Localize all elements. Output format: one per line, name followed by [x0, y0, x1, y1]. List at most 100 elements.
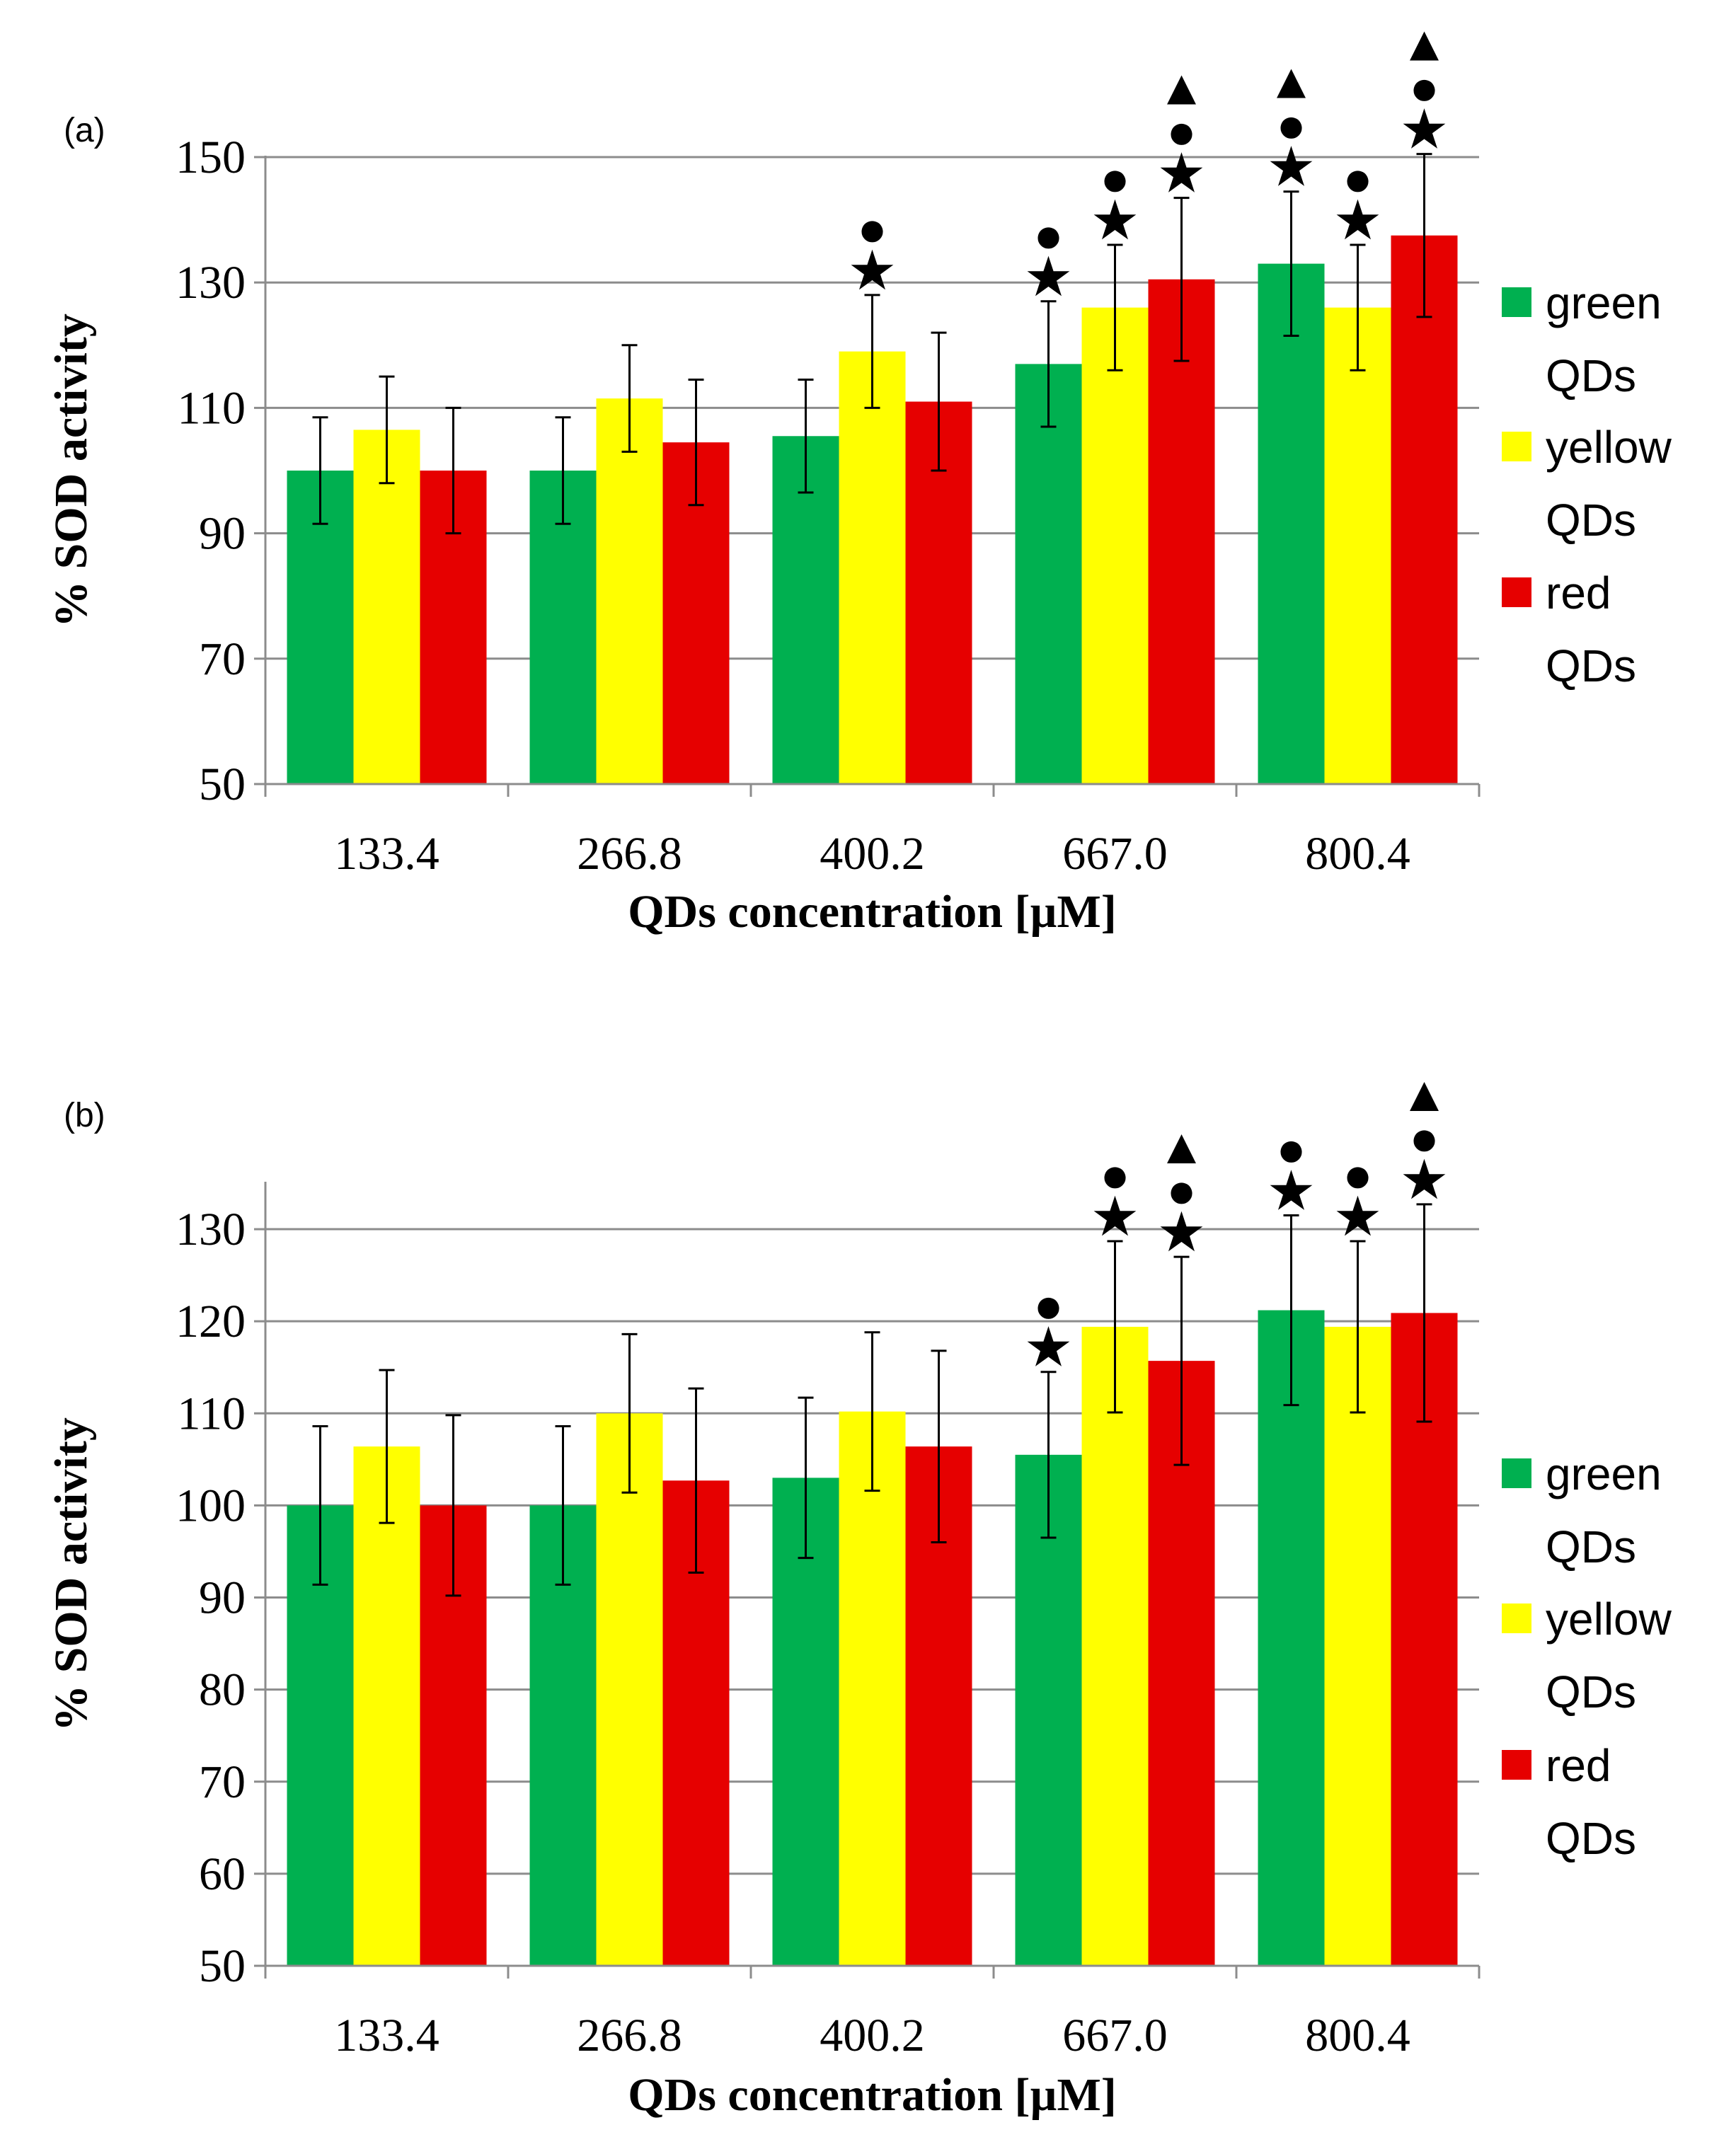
- star-icon: ★: [1400, 98, 1449, 161]
- star-icon: ★: [1157, 1201, 1207, 1263]
- circle-icon: ●: [1166, 1163, 1196, 1218]
- star-icon: ★: [1333, 189, 1383, 251]
- y-tick-label: 70: [199, 633, 246, 685]
- triangle-icon: ▲: [1400, 1066, 1449, 1122]
- y-tick-label: 110: [177, 382, 246, 434]
- legend-swatch-yellow: [1502, 1603, 1531, 1633]
- legend: green QDs yellow QDs red QDs: [1502, 1449, 1672, 1864]
- bar-green: [772, 1478, 839, 1966]
- y-tick-label: 90: [199, 508, 246, 560]
- star-icon: ★: [1091, 1185, 1140, 1248]
- legend-label: QDs: [1546, 1666, 1636, 1717]
- x-axis-title: QDs concentration [µM]: [628, 2069, 1117, 2121]
- triangle-icon: ▲: [1157, 60, 1206, 115]
- circle-icon: ●: [1276, 1122, 1306, 1177]
- legend-label: QDs: [1546, 1813, 1636, 1864]
- bar-red: [1148, 279, 1215, 784]
- x-tick-label: 800.4: [1305, 2010, 1410, 2061]
- bar-yellow: [1081, 307, 1149, 784]
- star-icon: ★: [1091, 189, 1140, 251]
- y-tick-label: 90: [199, 1572, 246, 1624]
- circle-icon: ●: [1409, 1110, 1439, 1165]
- x-tick-label: 133.4: [334, 2010, 439, 2061]
- y-tick-label: 110: [177, 1388, 246, 1439]
- legend-label: QDs: [1546, 495, 1636, 546]
- x-tick-label: 800.4: [1305, 828, 1410, 880]
- panel-label: (a): [64, 112, 105, 149]
- bar-green: [1015, 1454, 1082, 1966]
- circle-icon: ●: [1276, 98, 1306, 153]
- star-icon: ★: [1024, 246, 1074, 308]
- y-tick-label: 70: [199, 1756, 246, 1808]
- y-tick-label: 100: [176, 1480, 246, 1531]
- bar-yellow: [839, 1411, 906, 1966]
- bar-green: [1015, 364, 1082, 784]
- legend-label: green: [1546, 1449, 1662, 1499]
- bar-green: [772, 436, 839, 784]
- bar-yellow: [1324, 307, 1391, 784]
- bar-yellow: [353, 430, 420, 784]
- circle-icon: ●: [1166, 104, 1196, 159]
- triangle-icon: ▲: [1400, 16, 1449, 71]
- x-tick-label: 133.4: [334, 828, 439, 880]
- x-tick-label: 266.8: [577, 828, 682, 880]
- legend-swatch-red: [1502, 1750, 1531, 1780]
- y-tick-label: 130: [176, 257, 246, 309]
- y-axis-title: % SOD activity: [45, 1417, 97, 1732]
- legend-label: red: [1546, 1740, 1611, 1791]
- circle-icon: ●: [1409, 60, 1439, 115]
- bar-yellow: [1081, 1326, 1149, 1966]
- bar-red: [1391, 235, 1458, 784]
- bar-green: [1258, 1310, 1325, 1966]
- bar-yellow: [596, 1413, 663, 1966]
- circle-icon: ●: [1100, 151, 1129, 206]
- y-tick-label: 150: [176, 132, 246, 183]
- bar-yellow: [596, 398, 663, 784]
- x-tick-label: 400.2: [820, 2010, 925, 2061]
- y-tick-label: 130: [176, 1204, 246, 1255]
- x-tick-label: 667.0: [1062, 828, 1168, 880]
- bar-green: [1258, 263, 1325, 784]
- star-icon: ★: [1400, 1148, 1449, 1211]
- legend-swatch-green: [1502, 287, 1531, 317]
- circle-icon: ●: [1343, 1147, 1372, 1202]
- bar-yellow: [353, 1446, 420, 1966]
- star-icon: ★: [1157, 142, 1207, 205]
- star-icon: ★: [1333, 1185, 1383, 1248]
- legend: green QDs yellow QDs red QDs: [1502, 277, 1672, 691]
- y-tick-label: 50: [199, 1940, 246, 1992]
- y-tick-label: 120: [176, 1296, 246, 1347]
- chart-panel-b: (b) 50 60 70 80 90 100 110 120 130 133.4 266.8 400.2…: [45, 1066, 1672, 2121]
- legend-label: QDs: [1546, 1521, 1636, 1572]
- legend-label: red: [1546, 568, 1611, 618]
- star-icon: ★: [848, 239, 897, 301]
- y-axis-title: % SOD activity: [45, 313, 97, 628]
- triangle-icon: ▲: [1157, 1119, 1206, 1174]
- legend-label: green: [1546, 277, 1662, 328]
- circle-icon: ●: [1033, 207, 1063, 263]
- circle-icon: ●: [1033, 1278, 1063, 1333]
- circle-icon: ●: [1100, 1147, 1129, 1202]
- legend-label: yellow: [1546, 1594, 1672, 1645]
- legend-label: yellow: [1546, 422, 1672, 473]
- star-icon: ★: [1024, 1316, 1074, 1378]
- circle-icon: ●: [857, 201, 887, 256]
- panel-label: (b): [64, 1097, 105, 1134]
- circle-icon: ●: [1343, 151, 1372, 206]
- x-tick-label: 400.2: [820, 828, 925, 880]
- x-axis-title: QDs concentration [µM]: [628, 886, 1117, 938]
- legend-swatch-red: [1502, 577, 1531, 607]
- star-icon: ★: [1267, 136, 1316, 198]
- y-tick-label: 80: [199, 1664, 246, 1716]
- x-tick-label: 266.8: [577, 2010, 682, 2061]
- legend-label: QDs: [1546, 640, 1636, 691]
- y-tick-label: 60: [199, 1848, 246, 1900]
- bar-yellow: [839, 351, 906, 784]
- legend-swatch-green: [1502, 1458, 1531, 1488]
- x-tick-label: 667.0: [1062, 2010, 1168, 2061]
- triangle-icon: ▲: [1267, 54, 1316, 109]
- y-tick-label: 50: [199, 759, 246, 810]
- bar-yellow: [1324, 1326, 1391, 1966]
